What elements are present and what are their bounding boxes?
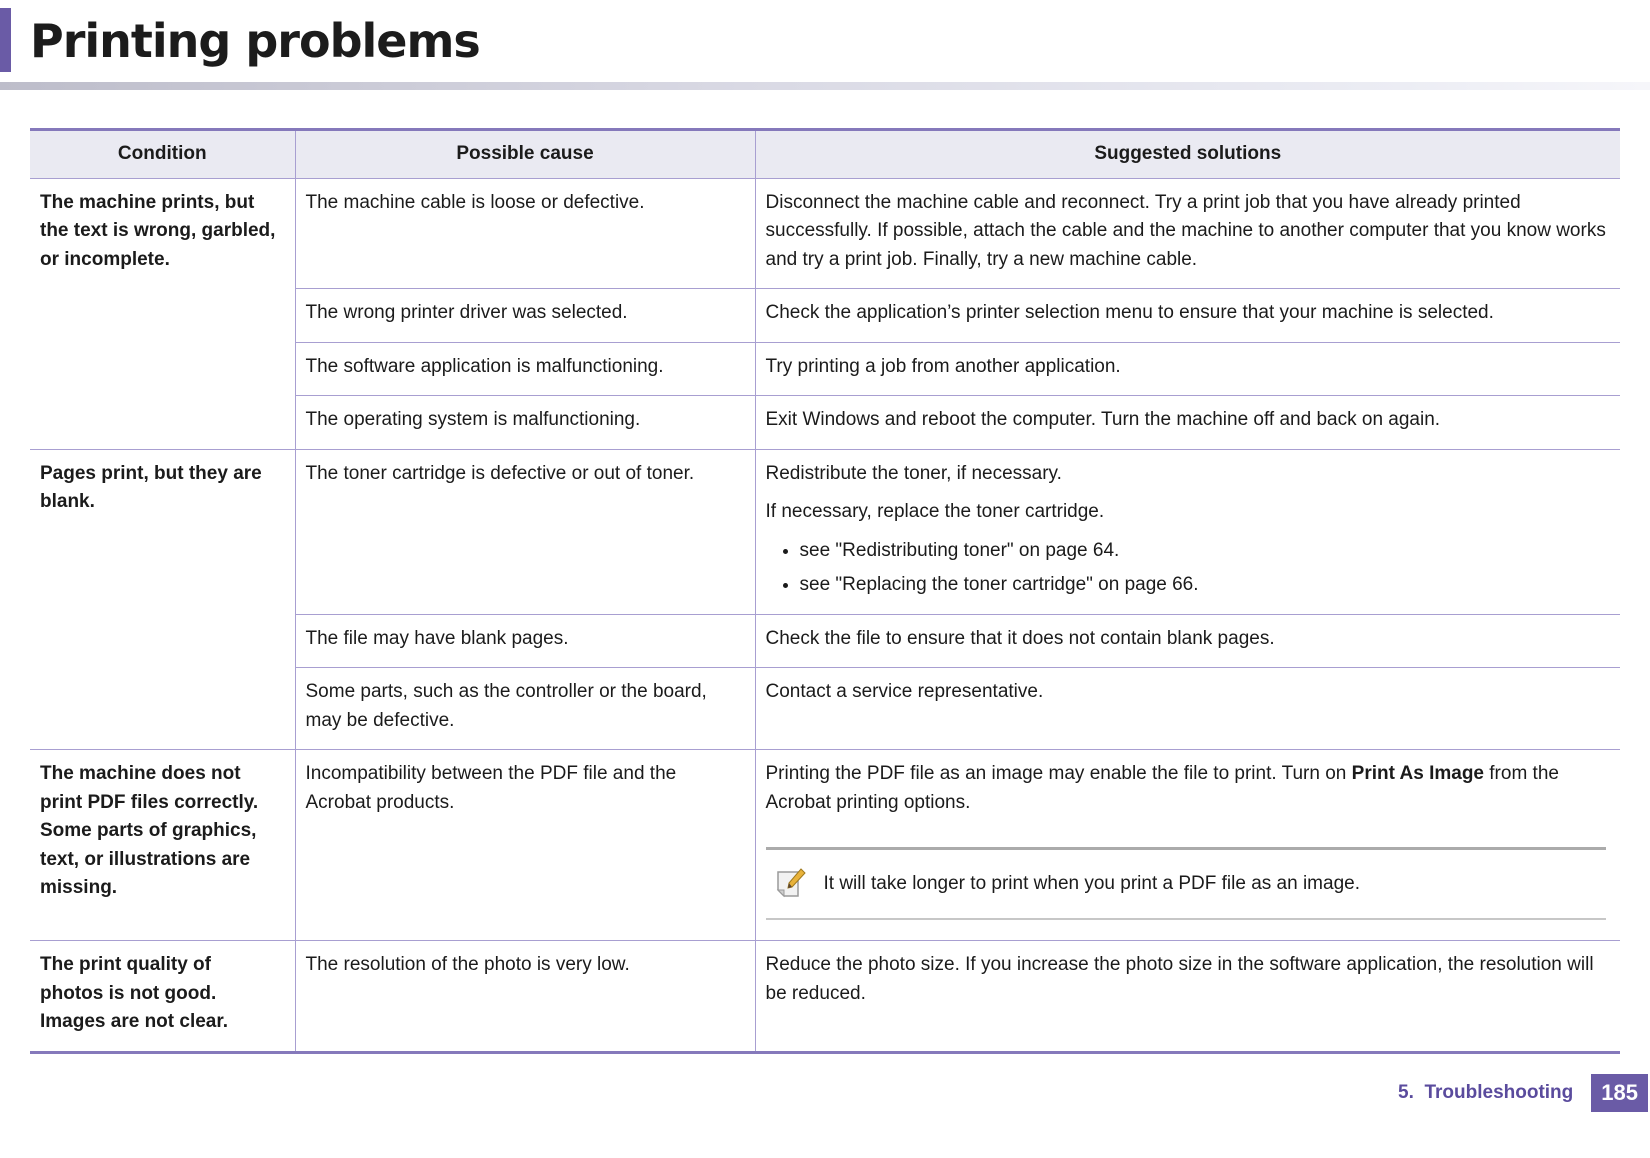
- printing-problems-table: Condition Possible cause Suggested solut…: [29, 128, 1621, 1054]
- footer-section-label: 5. Troubleshooting: [1398, 1082, 1574, 1103]
- cause-cell: The operating system is malfunctioning.: [294, 395, 756, 450]
- solution-cell: Check the file to ensure that it does no…: [754, 613, 1621, 669]
- table-header-row: Condition Possible cause Suggested solut…: [29, 129, 1621, 179]
- cause-cell: The software application is malfunctioni…: [294, 341, 756, 397]
- table-row: Some parts, such as the controller or th…: [30, 667, 1621, 751]
- solution-cell: Disconnect the machine cable and reconne…: [754, 177, 1621, 290]
- title-accent-bar: [0, 8, 11, 72]
- cause-cell: The resolution of the photo is very low.: [294, 940, 756, 1053]
- solution-cell: Redistribute the toner, if necessary. If…: [754, 448, 1621, 615]
- solution-cell: Contact a service representative.: [754, 667, 1621, 751]
- cause-cell: Incompatibility between the PDF file and…: [294, 749, 756, 942]
- page-number-badge: 185: [1591, 1074, 1648, 1112]
- table-row: The machine does not print PDF files cor…: [29, 749, 1621, 942]
- solution-paragraph: Redistribute the toner, if necessary.: [765, 462, 1062, 484]
- column-header-cause: Possible cause: [294, 129, 756, 179]
- page-header: Printing problems: [0, 0, 1650, 91]
- solution-bullet: see "Redistributing toner" on page 64.: [800, 537, 1607, 566]
- condition-cell: The machine does not print PDF files cor…: [29, 749, 296, 942]
- table-row: The machine prints, but the text is wron…: [29, 177, 1621, 450]
- solution-paragraph: If necessary, replace the toner cartridg…: [765, 501, 1105, 523]
- note-pencil-icon: [776, 868, 806, 898]
- note-text: It will take longer to print when you pr…: [823, 872, 1360, 894]
- table-row: The print quality of photos is not good.…: [29, 940, 1621, 1053]
- condition-cell: The print quality of photos is not good.…: [29, 940, 296, 1053]
- solution-cell: Reduce the photo size. If you increase t…: [754, 940, 1621, 1053]
- solution-cell: Try printing a job from another applicat…: [754, 341, 1621, 397]
- cause-cell: Some parts, such as the controller or th…: [294, 667, 756, 751]
- table-row: The software application is malfunctioni…: [30, 341, 1621, 397]
- cause-cell: The file may have blank pages.: [294, 613, 756, 669]
- solution-paragraph: Printing the PDF file as an image may en…: [766, 760, 1607, 817]
- title-divider: [0, 82, 1650, 91]
- solution-text: Printing the PDF file as an image may en…: [765, 763, 1352, 785]
- page-footer: 5. Troubleshooting 185: [1398, 1074, 1650, 1112]
- column-header-condition: Condition: [29, 129, 296, 179]
- cause-cell: The toner cartridge is defective or out …: [294, 448, 756, 615]
- solution-text: from the Acrobat printing options.: [765, 763, 1559, 813]
- condition-cell: Pages print, but they are blank.: [29, 448, 296, 751]
- table-row: The wrong printer driver was selected. C…: [30, 288, 1621, 343]
- solution-bullet-list: see "Redistributing toner" on page 64. s…: [766, 537, 1607, 600]
- cause-cell: The wrong printer driver was selected.: [294, 288, 756, 343]
- page-title: Printing problems: [30, 14, 481, 68]
- solution-cell: Exit Windows and reboot the computer. Tu…: [754, 395, 1621, 450]
- table-row: The operating system is malfunctioning. …: [30, 395, 1621, 450]
- solution-cell: Check the application’s printer selectio…: [754, 288, 1621, 343]
- table-row: Pages print, but they are blank. The ton…: [29, 448, 1621, 751]
- solution-bold-text: Print As Image: [1351, 763, 1484, 785]
- solution-bullet: see "Replacing the toner cartridge" on p…: [800, 571, 1607, 600]
- table-row: The file may have blank pages. Check the…: [30, 613, 1621, 669]
- cause-cell: The machine cable is loose or defective.: [294, 177, 756, 290]
- solution-cell: Printing the PDF file as an image may en…: [754, 749, 1621, 942]
- note-box: It will take longer to print when you pr…: [765, 847, 1606, 921]
- condition-cell: The machine prints, but the text is wron…: [29, 177, 296, 450]
- column-header-solution: Suggested solutions: [754, 129, 1621, 179]
